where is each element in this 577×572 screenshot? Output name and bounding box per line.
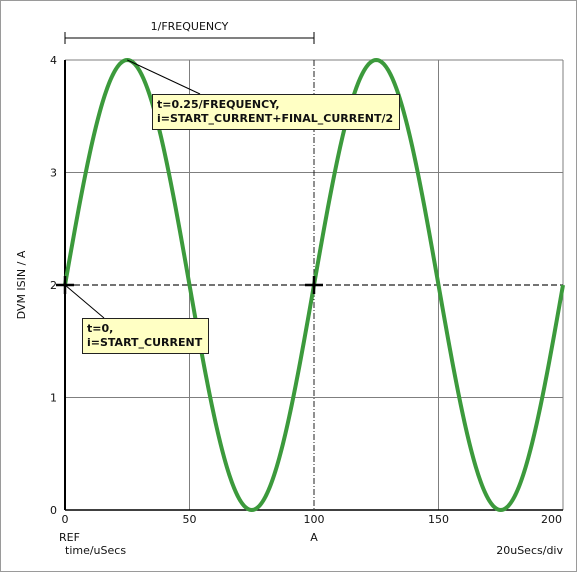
quarter-period-annotation: t=0.25/FREQUENCY, i=START_CURRENT+FINAL_… (152, 94, 401, 130)
quarter-annotation-line1: t=0.25/FREQUENCY, (157, 98, 280, 111)
x-tick-label: 100 (304, 513, 325, 526)
y-tick-label: 1 (50, 392, 57, 405)
x-axis-label: time/uSecs (65, 544, 126, 557)
quarter-annotation-line2: i=START_CURRENT+FINAL_CURRENT/2 (157, 112, 394, 125)
series-point (96, 125, 97, 126)
quarter-annotation-leader (127, 59, 201, 95)
markers-layer (56, 32, 323, 319)
start-annotation: t=0, i=START_CURRENT (82, 318, 210, 354)
tick-labels: 0 50 100 150 200 0 1 2 3 4 (50, 54, 562, 526)
series-point (189, 285, 190, 286)
period-annotation-text: 1/FREQUENCY (151, 20, 229, 33)
x-tick-label: 200 (541, 513, 562, 526)
y-tick-label: 0 (50, 504, 57, 517)
x-tick-label: 50 (183, 513, 197, 526)
series-point (563, 285, 564, 286)
start-annotation-line2: i=START_CURRENT (87, 336, 203, 349)
series-point (438, 285, 439, 286)
series-point (251, 510, 252, 511)
x-tick-label: 0 (62, 513, 69, 526)
cursor-a-label: A (310, 531, 318, 544)
y-axis-label: DVM ISIN / A (15, 250, 28, 319)
series-point (500, 510, 501, 511)
x-scale-label: 20uSecs/div (496, 544, 563, 557)
series-point (376, 60, 377, 61)
series-point (469, 444, 470, 445)
series-point (220, 444, 221, 445)
series-point (531, 444, 532, 445)
ref-label: REF (59, 531, 80, 544)
series-point (407, 125, 408, 126)
y-tick-label: 4 (50, 54, 57, 67)
start-annotation-line1: t=0, (87, 322, 114, 335)
series-point (282, 444, 283, 445)
start-annotation-leader (64, 284, 105, 319)
y-tick-label: 2 (50, 279, 57, 292)
y-tick-label: 3 (50, 167, 57, 180)
x-tick-label: 150 (428, 513, 449, 526)
